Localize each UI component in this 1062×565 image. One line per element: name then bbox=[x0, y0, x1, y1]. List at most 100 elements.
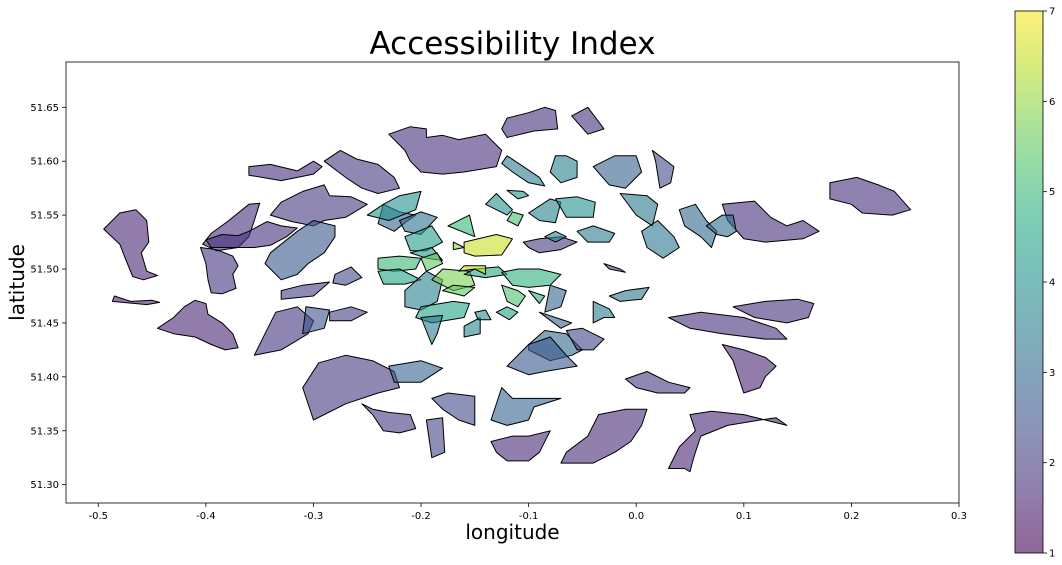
y-tick-label: 51.35 bbox=[30, 426, 59, 437]
colorbar-tick-label: 2 bbox=[1049, 458, 1055, 469]
y-tick-label: 51.40 bbox=[30, 372, 59, 383]
region-14 bbox=[651, 149, 675, 189]
region-10 bbox=[501, 106, 559, 138]
region-31 bbox=[377, 255, 422, 272]
region-17 bbox=[329, 306, 368, 322]
region-60 bbox=[544, 284, 567, 313]
region-52 bbox=[678, 203, 718, 248]
region-44 bbox=[506, 211, 524, 227]
region-57 bbox=[501, 268, 562, 288]
region-39 bbox=[452, 241, 465, 251]
region-23 bbox=[361, 403, 417, 434]
region-43 bbox=[506, 189, 530, 200]
region-22 bbox=[302, 354, 400, 421]
region-70 bbox=[592, 300, 616, 324]
region-80 bbox=[668, 410, 788, 473]
region-18 bbox=[280, 281, 331, 300]
axes-layer: -0.5 -0.4 -0.3 -0.2 -0.1 0.0 0.1 0.2 0.3 51.30 51.… bbox=[30, 103, 967, 522]
x-tick-label: -0.2 bbox=[411, 511, 431, 522]
region-25 bbox=[431, 392, 476, 426]
x-tick-label: 0.3 bbox=[951, 511, 967, 522]
x-axis-label: longitude bbox=[465, 520, 559, 544]
region-53 bbox=[705, 214, 737, 238]
plot-frame bbox=[65, 61, 960, 504]
region-9 bbox=[388, 126, 503, 175]
region-48 bbox=[549, 155, 578, 184]
region-68 bbox=[565, 327, 605, 351]
region-41 bbox=[447, 214, 476, 238]
region-7 bbox=[323, 149, 400, 194]
region-32 bbox=[420, 252, 444, 272]
y-tick-label: 51.30 bbox=[30, 480, 59, 491]
region-71 bbox=[608, 286, 650, 302]
y-tick-label: 51.45 bbox=[30, 318, 59, 329]
region-76 bbox=[625, 371, 691, 394]
region-75 bbox=[560, 408, 648, 464]
region-11 bbox=[571, 106, 605, 135]
region-79 bbox=[721, 344, 777, 394]
colorbar-tick-label: 1 bbox=[1049, 549, 1055, 560]
region-29 bbox=[366, 190, 422, 221]
region-69 bbox=[506, 336, 578, 376]
region-3 bbox=[200, 247, 239, 295]
region-2 bbox=[157, 299, 239, 351]
region-38 bbox=[442, 284, 476, 297]
region-5 bbox=[205, 221, 298, 248]
region-20 bbox=[264, 220, 336, 281]
region-40 bbox=[463, 234, 513, 257]
region-50 bbox=[619, 193, 659, 227]
x-tick-label: -0.1 bbox=[519, 511, 539, 522]
x-tick-label: 0.1 bbox=[736, 511, 752, 522]
colorbar-tick-label: 6 bbox=[1049, 97, 1055, 108]
region-8 bbox=[269, 184, 368, 227]
region-45 bbox=[528, 198, 562, 224]
region-64 bbox=[474, 309, 492, 321]
region-74 bbox=[490, 430, 551, 462]
y-tick-label: 51.55 bbox=[30, 211, 59, 222]
y-tick-label: 51.50 bbox=[30, 265, 59, 276]
colorbar-tick-label: 5 bbox=[1049, 187, 1055, 198]
region-72 bbox=[603, 263, 626, 273]
region-26 bbox=[388, 360, 444, 383]
region-54 bbox=[522, 236, 578, 254]
region-12 bbox=[721, 200, 820, 243]
region-28 bbox=[404, 225, 444, 252]
colorbar: 1 2 3 4 5 6 7 bbox=[1014, 7, 1055, 560]
region-77 bbox=[668, 311, 788, 340]
region-0 bbox=[111, 295, 161, 306]
region-19 bbox=[332, 266, 363, 286]
region-1 bbox=[103, 209, 158, 281]
region-47 bbox=[501, 155, 546, 187]
colorbar-gradient bbox=[1015, 11, 1043, 553]
region-78 bbox=[732, 298, 815, 324]
region-42 bbox=[485, 193, 513, 216]
region-59 bbox=[528, 290, 546, 304]
y-axis-label: latitude bbox=[5, 244, 29, 321]
region-55 bbox=[544, 230, 567, 243]
x-tick-label: 0.2 bbox=[843, 511, 859, 522]
region-66 bbox=[538, 311, 573, 329]
region-65 bbox=[495, 306, 519, 321]
region-73 bbox=[490, 387, 562, 426]
x-tick-label: -0.4 bbox=[196, 511, 216, 522]
x-tick-label: -0.5 bbox=[89, 511, 109, 522]
x-tick-label: -0.3 bbox=[304, 511, 324, 522]
region-13 bbox=[829, 176, 912, 216]
y-tick-label: 51.60 bbox=[30, 157, 59, 168]
chart-title: Accessibility Index bbox=[369, 26, 656, 62]
region-62 bbox=[420, 314, 444, 345]
region-51 bbox=[641, 220, 680, 259]
region-49 bbox=[592, 155, 643, 189]
colorbar-tick-label: 4 bbox=[1049, 278, 1055, 289]
region-16 bbox=[302, 306, 331, 335]
region-27 bbox=[399, 211, 438, 235]
region-24 bbox=[425, 417, 446, 459]
x-tick-label: 0.0 bbox=[628, 511, 644, 522]
region-58 bbox=[501, 284, 526, 308]
region-37 bbox=[458, 265, 487, 275]
colorbar-tick-label: 7 bbox=[1049, 7, 1055, 18]
region-63 bbox=[463, 317, 481, 338]
region-6 bbox=[248, 160, 323, 182]
regions-layer bbox=[103, 106, 912, 473]
